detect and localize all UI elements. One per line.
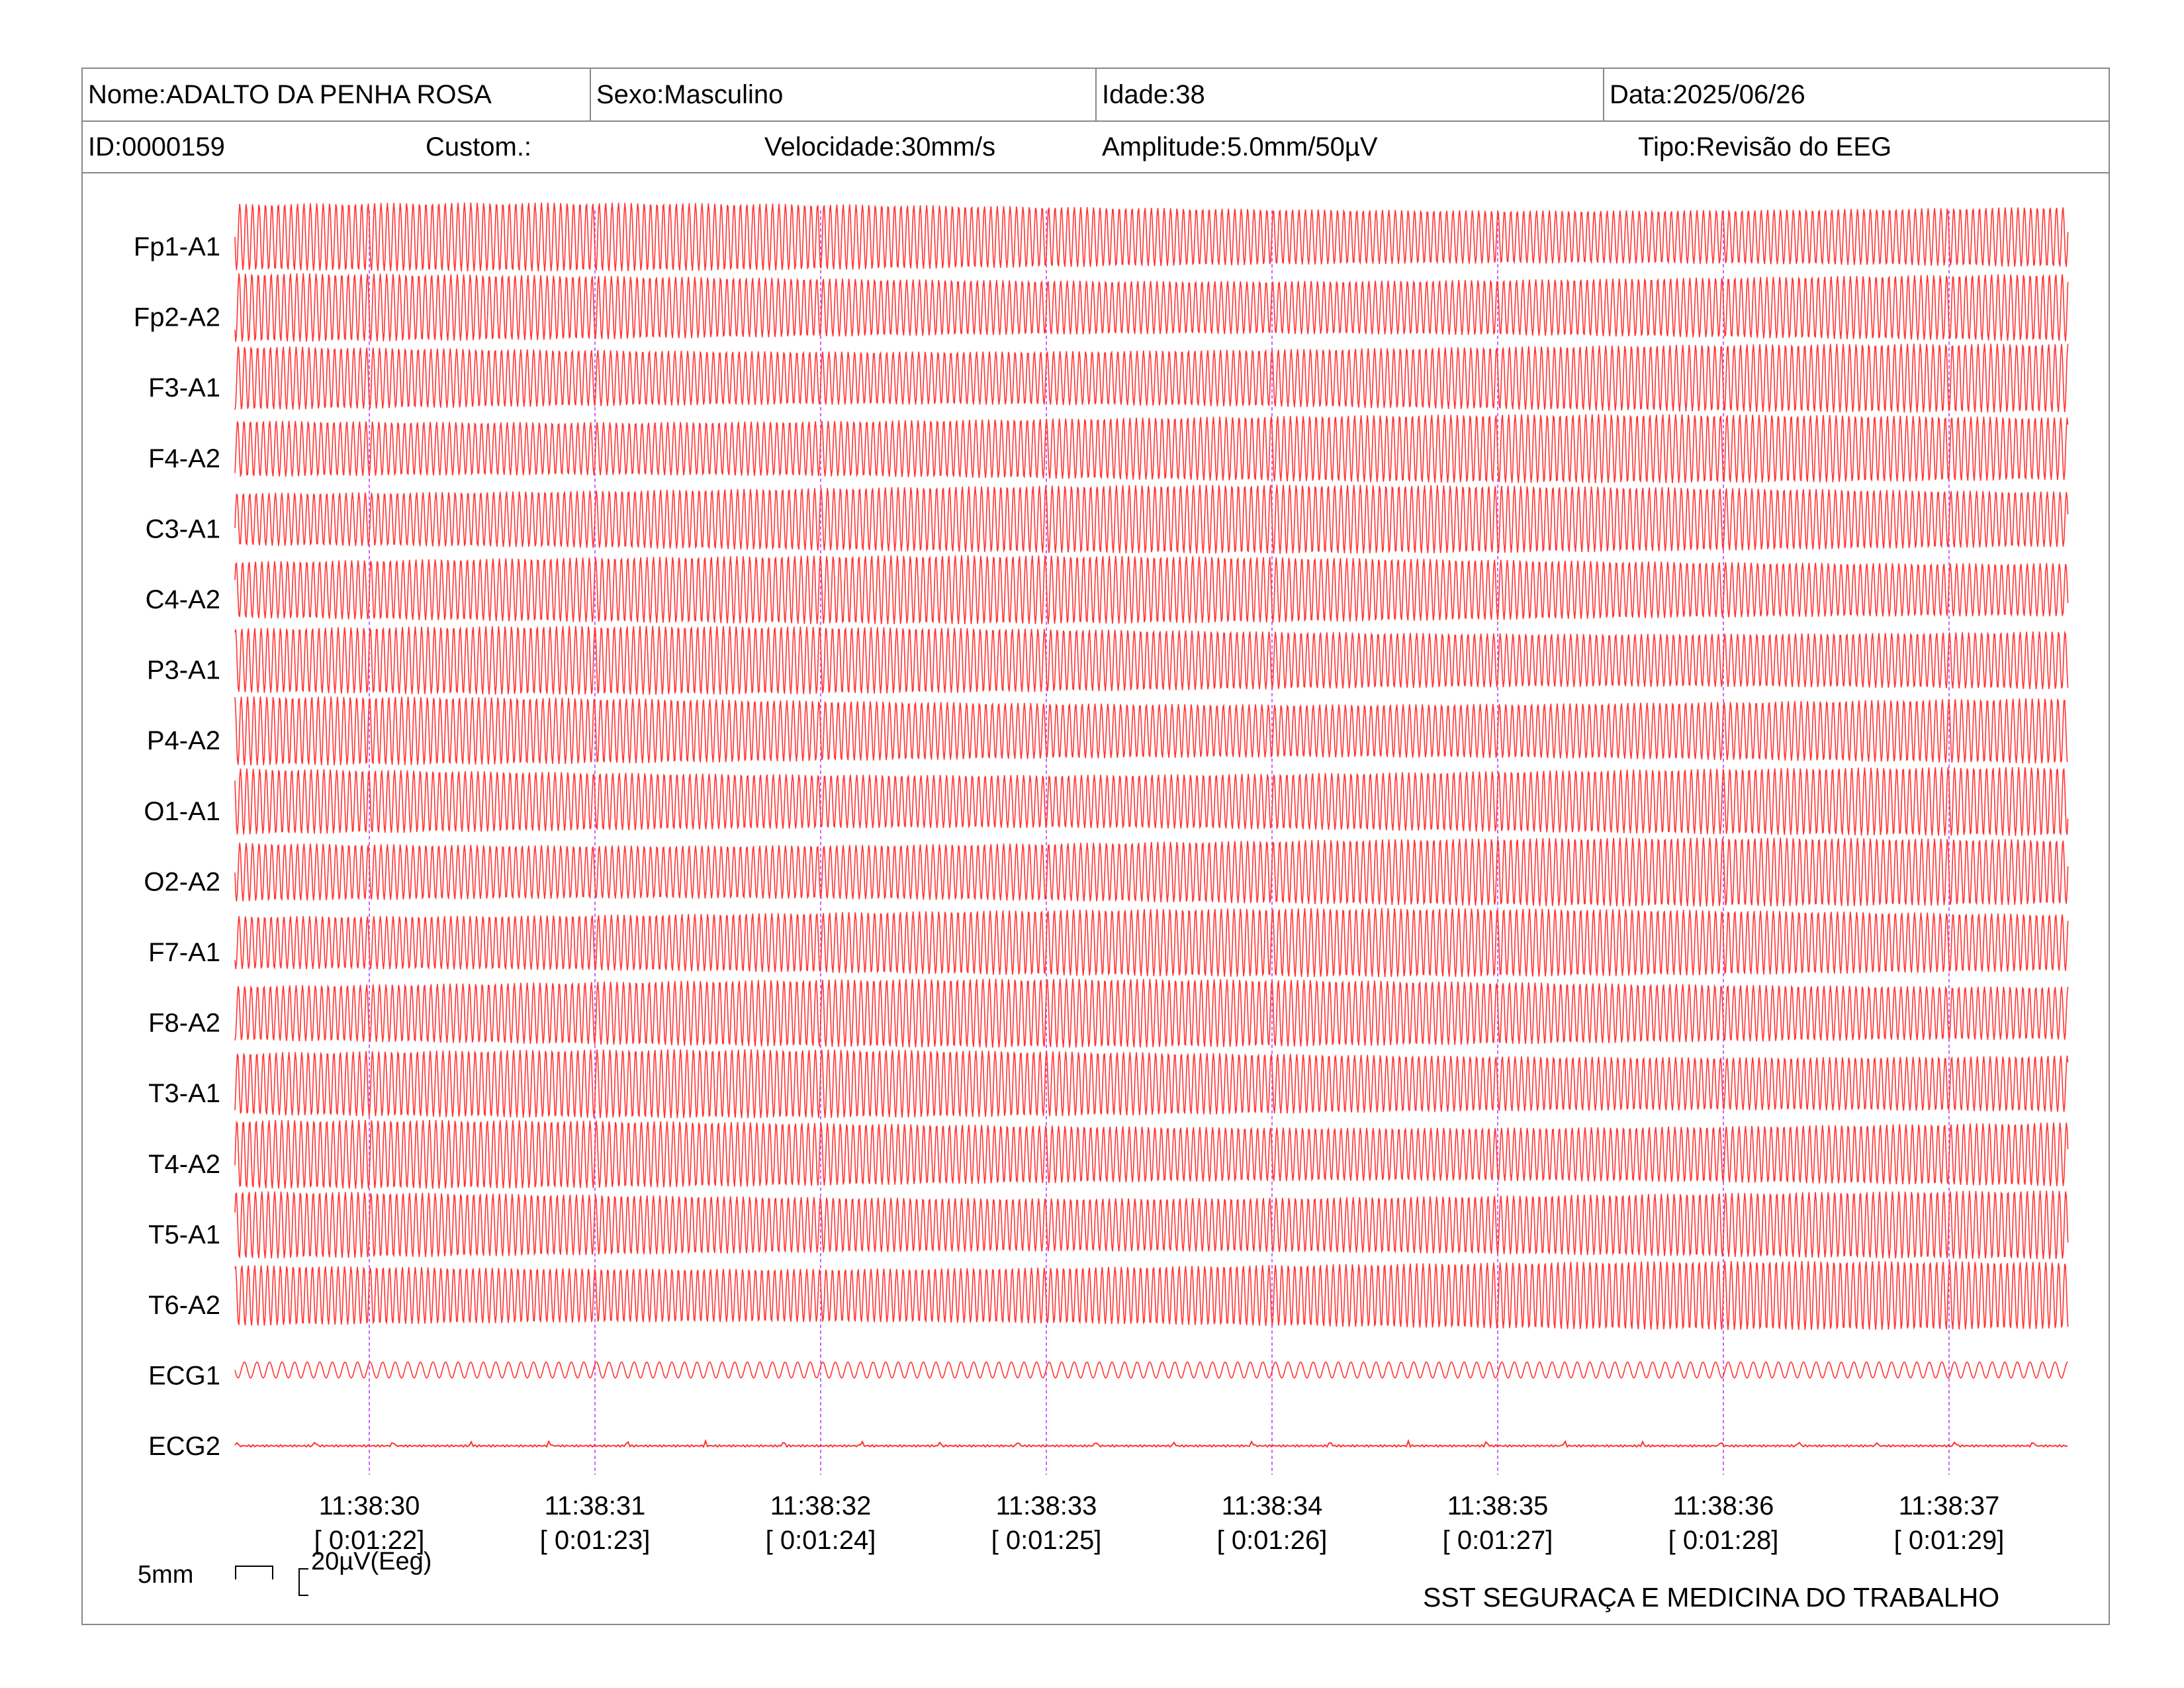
channel-label: T6-A2 [148, 1291, 220, 1320]
elapsed-label: [ 0:01:28] [1668, 1526, 1779, 1555]
time-scale-bracket [235, 1566, 273, 1579]
eeg-trace [234, 414, 2069, 483]
amplitude-setting: Amplitude:5.0mm/50µV [1102, 132, 1378, 162]
amplitude-scale-label: 20µV(Eeg) [311, 1548, 432, 1575]
eeg-trace [234, 273, 2069, 342]
eeg-trace [234, 908, 2069, 978]
eeg-trace [234, 1361, 2068, 1379]
elapsed-label: [ 0:01:27] [1443, 1526, 1553, 1555]
channel-label: Fp2-A2 [134, 303, 220, 332]
channel-label: F7-A1 [148, 938, 220, 967]
channel-label: F8-A2 [148, 1009, 220, 1038]
header-row-patient: Nome:ADALTO DA PENHA ROSA Sexo:Masculino… [83, 69, 2109, 122]
channel-label: O1-A1 [144, 797, 220, 826]
time-label: 11:38:34 [1222, 1491, 1323, 1521]
time-label: 11:38:32 [770, 1491, 872, 1521]
elapsed-label: [ 0:01:22] [314, 1526, 425, 1555]
patient-sex: Sexo:Masculino [596, 80, 784, 109]
time-label: 11:38:35 [1447, 1491, 1549, 1521]
header-row-exam: ID:0000159 Custom.: Velocidade:30mm/s Am… [83, 122, 2109, 173]
channel-label: Fp1-A1 [134, 232, 220, 261]
time-label: 11:38:31 [545, 1491, 646, 1521]
eeg-trace [234, 485, 2069, 554]
patient-age: Idade:38 [1102, 80, 1205, 109]
eeg-trace [234, 555, 2069, 625]
channel-labels: Fp1-A1 Fp2-A2 F3-A1 F4-A2 C3-A1 C4-A2 P3-A1 P4-… [134, 232, 220, 1461]
time-label: 11:38:37 [1899, 1491, 2000, 1521]
eeg-trace [234, 1438, 2068, 1448]
eeg-trace [234, 767, 2069, 836]
eeg-trace [234, 978, 2069, 1048]
elapsed-label: [ 0:01:23] [540, 1526, 651, 1555]
channel-label: ECG1 [148, 1362, 220, 1391]
exam-type: Tipo:Revisão do EEG [1638, 132, 1892, 162]
elapsed-label: [ 0:01:26] [1217, 1526, 1328, 1555]
time-label: 11:38:33 [996, 1491, 1097, 1521]
eeg-traces [234, 202, 2069, 1448]
channel-label: P4-A2 [147, 726, 220, 755]
eeg-trace [234, 1260, 2069, 1331]
eeg-trace [234, 202, 2069, 272]
eeg-trace [234, 626, 2069, 695]
channel-label: O2-A2 [144, 867, 220, 896]
eeg-trace [234, 837, 2069, 907]
header-divider [1603, 69, 1604, 120]
patient-id: ID:0000159 [88, 132, 225, 162]
channel-label: C4-A2 [146, 585, 220, 614]
amplitude-scale-bracket [298, 1568, 308, 1596]
channel-label: P3-A1 [147, 656, 220, 685]
time-scale-label: 5mm [138, 1561, 194, 1589]
time-label: 11:38:30 [319, 1491, 420, 1521]
custom-field: Custom.: [426, 132, 532, 162]
channel-label: F4-A2 [148, 444, 220, 473]
patient-name: Nome:ADALTO DA PENHA ROSA [88, 80, 492, 109]
exam-date: Data:2025/06/26 [1610, 80, 1805, 109]
channel-label: T3-A1 [148, 1079, 220, 1108]
header-divider [590, 69, 591, 120]
speed-setting: Velocidade:30mm/s [764, 132, 996, 162]
eeg-trace [234, 1049, 2069, 1119]
scale-bar [235, 1566, 308, 1596]
eeg-trace [234, 696, 2069, 766]
time-axis: 11:38:30 [ 0:01:22] 11:38:31 [ 0:01:23] 11:3… [314, 1491, 2005, 1555]
channel-label: T4-A2 [148, 1150, 220, 1179]
channel-label: ECG2 [148, 1432, 220, 1461]
elapsed-label: [ 0:01:25] [991, 1526, 1102, 1555]
header-divider [1095, 69, 1097, 120]
company-name: SST SEGURAÇA E MEDICINA DO TRABALHO [1423, 1582, 2000, 1613]
channel-label: F3-A1 [148, 373, 220, 402]
channel-label: T5-A1 [148, 1220, 220, 1249]
eeg-trace [234, 1119, 2069, 1189]
elapsed-label: [ 0:01:24] [766, 1526, 876, 1555]
report-frame: Nome:ADALTO DA PENHA ROSA Sexo:Masculino… [81, 68, 2110, 1625]
eeg-trace [234, 1190, 2069, 1260]
channel-label: C3-A1 [146, 514, 220, 543]
eeg-trace [234, 344, 2069, 413]
time-label: 11:38:36 [1673, 1491, 1774, 1521]
elapsed-label: [ 0:01:29] [1894, 1526, 2005, 1555]
